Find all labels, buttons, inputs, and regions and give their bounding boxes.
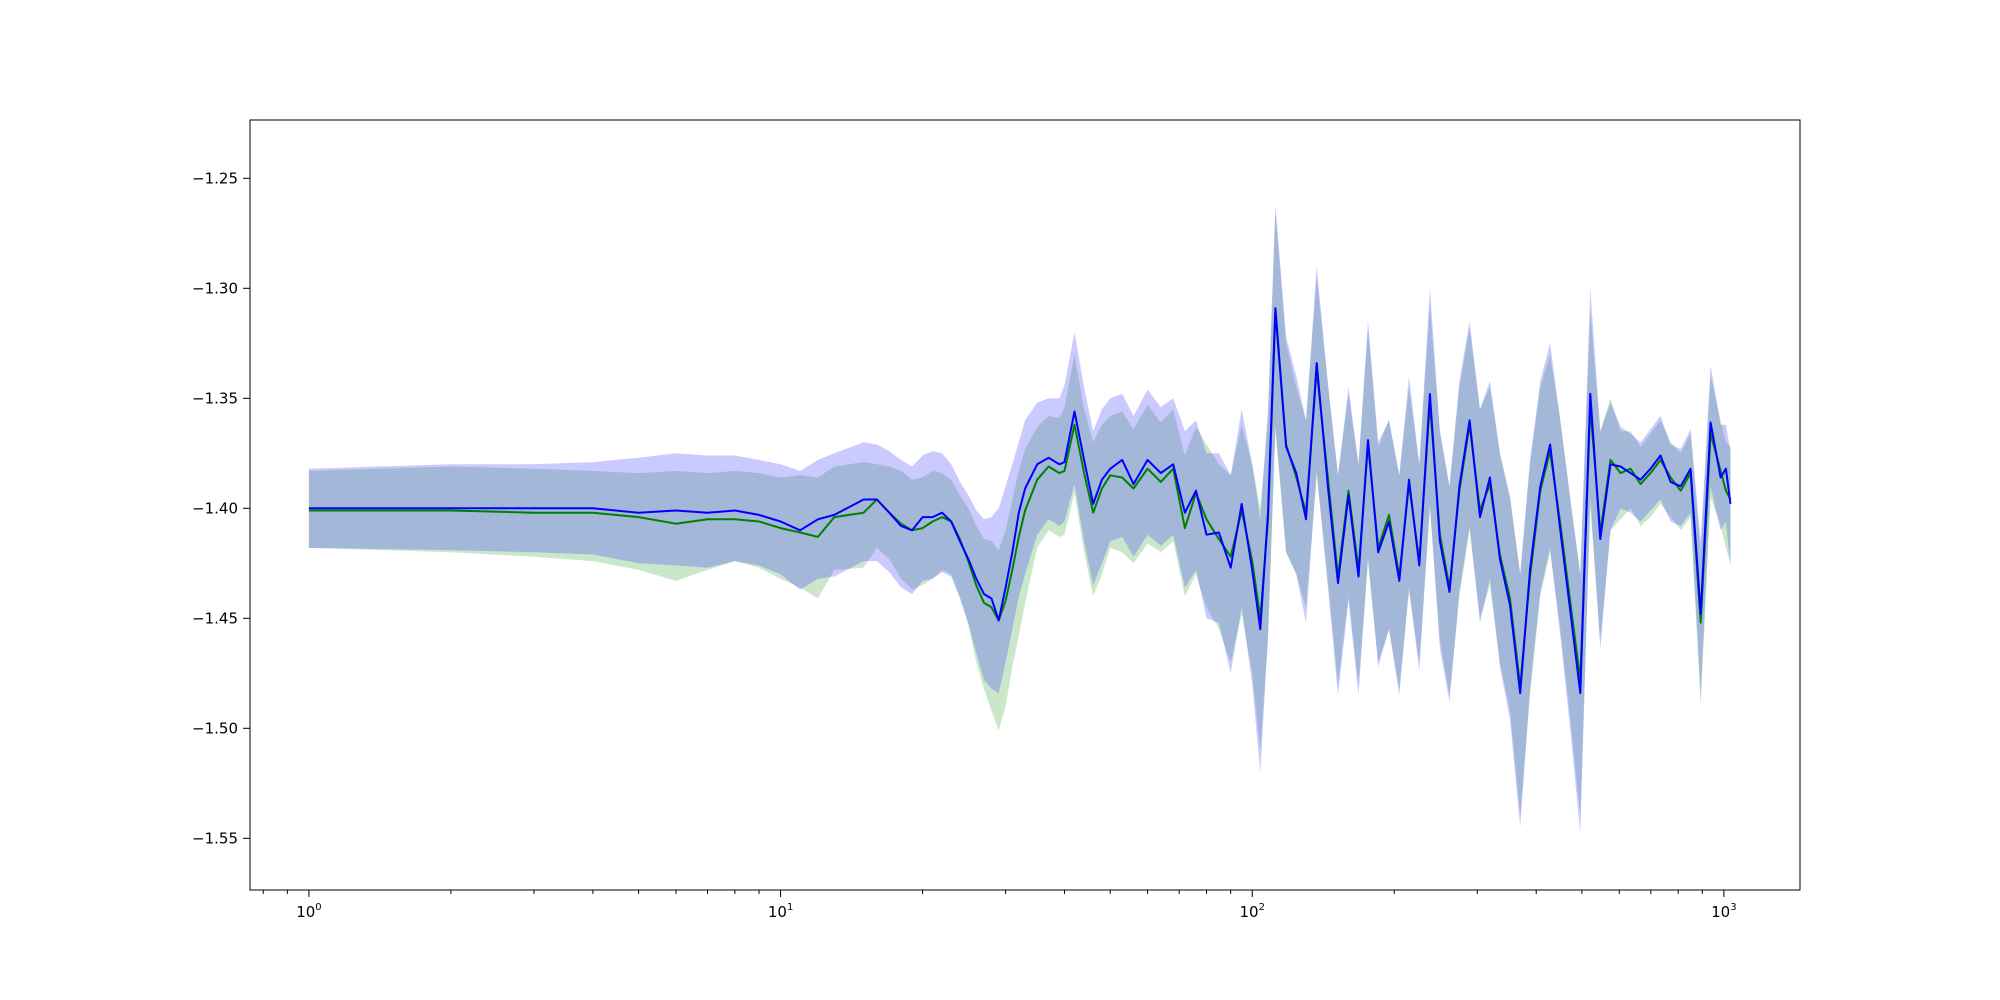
series-1-band <box>308 211 1731 817</box>
y-tick-label: −1.45 <box>192 609 238 627</box>
y-tick-label: −1.30 <box>192 279 238 297</box>
y-tick-label: −1.40 <box>192 499 238 517</box>
confidence-bands <box>308 204 1731 834</box>
plot-frame <box>249 119 1801 891</box>
x-axis: 100 101 102 103 <box>262 890 1737 921</box>
series-2-line <box>308 307 1732 695</box>
y-tick-label: −1.25 <box>192 169 238 187</box>
x-tick-label: 100 <box>296 902 321 921</box>
x-tick-label: 102 <box>1240 902 1265 921</box>
y-tick-label: −1.50 <box>192 719 238 737</box>
x-tick-label: 101 <box>768 902 793 921</box>
x-tick-label: 103 <box>1711 902 1736 921</box>
series-2-band <box>308 204 1731 834</box>
y-tick-label: −1.35 <box>192 389 238 407</box>
series-lines <box>308 307 1732 695</box>
y-axis: −1.25 −1.30 −1.35 −1.40 −1.45 −1.50 −1.55 <box>192 169 250 847</box>
y-tick-label: −1.55 <box>192 829 238 847</box>
